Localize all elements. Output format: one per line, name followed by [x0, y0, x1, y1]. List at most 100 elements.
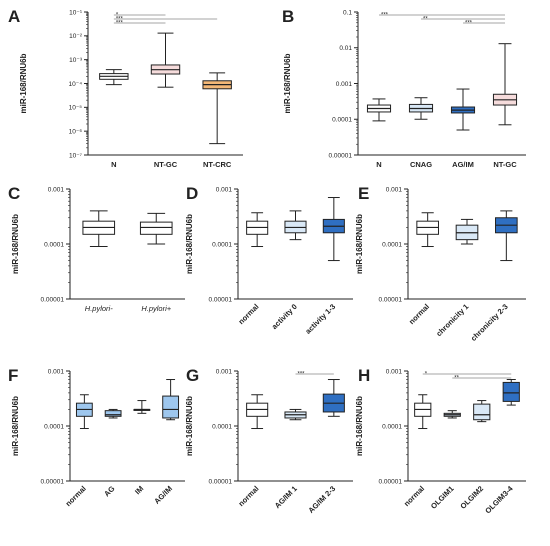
category-label: NT-CRC [203, 160, 232, 169]
box-1 [246, 212, 269, 248]
box-2 [284, 210, 307, 241]
box-3 [495, 210, 518, 262]
y-tick-label: 0.00001 [379, 296, 403, 303]
box-1 [99, 69, 129, 86]
box-iqr [104, 410, 122, 417]
box-3 [473, 400, 491, 423]
box-1 [75, 394, 93, 430]
category-label: normal [237, 302, 261, 326]
panel-letter: H [358, 366, 370, 385]
y-tick-label: 10⁻⁷ [69, 152, 83, 159]
category-label: normal [237, 484, 261, 508]
y-tick-label: 0.00001 [41, 478, 65, 485]
box-3 [450, 88, 476, 131]
y-tick-label: 0.0001 [212, 423, 232, 430]
box-iqr [139, 221, 173, 235]
significance-label: ** [454, 376, 459, 382]
box-1 [366, 98, 392, 122]
box-4 [502, 379, 520, 406]
category-label: CNAG [410, 160, 432, 169]
y-axis-label: miR-168/RNU6b [283, 53, 292, 113]
y-tick-label: 0.001 [386, 186, 403, 193]
y-axis-label: miR-168/RNU6b [355, 396, 364, 456]
category-label: activity 0 [270, 302, 299, 331]
y-tick-label: 0.00001 [209, 296, 233, 303]
box-iqr [162, 395, 180, 419]
box-2 [139, 212, 173, 245]
y-tick-label: 0.00001 [329, 152, 353, 159]
y-axis-label: miR-168/RNU6b [185, 396, 194, 456]
category-label: AG/IM 2-3 [306, 484, 337, 515]
y-axis-label: miR-168/RNU6b [185, 214, 194, 274]
category-label: OLGIM1 [429, 484, 456, 511]
box-2 [455, 218, 479, 245]
y-tick-label: 10⁻⁴ [69, 81, 83, 88]
y-tick-label: 0.001 [48, 186, 65, 193]
y-tick-label: 0.001 [386, 368, 403, 375]
box-1 [414, 394, 432, 430]
significance-label: * [116, 13, 119, 19]
category-label: normal [402, 484, 426, 508]
y-axis-label: miR-168/RNU6b [11, 396, 20, 456]
y-tick-label: 0.00001 [209, 478, 233, 485]
box-2 [408, 97, 434, 120]
box-1 [416, 212, 439, 248]
category-label: normal [64, 484, 88, 508]
panel-letter: D [186, 184, 198, 203]
y-tick-label: 0.0001 [382, 423, 402, 430]
y-tick-label: 0.001 [216, 186, 233, 193]
significance-label: *** [116, 17, 124, 23]
category-label: chronicity 1 [434, 302, 470, 338]
box-3 [202, 72, 232, 145]
panel-letter: B [282, 7, 294, 26]
y-tick-label: 0.0001 [332, 117, 352, 124]
box-3 [322, 197, 345, 262]
category-label: N [111, 160, 116, 169]
box-2 [443, 410, 461, 419]
box-2 [284, 408, 307, 421]
category-label: NT-GC [493, 160, 517, 169]
y-tick-label: 0.001 [48, 368, 65, 375]
box-iqr [502, 381, 520, 402]
box-1 [246, 394, 269, 430]
y-tick-label: 0.00001 [41, 296, 65, 303]
y-tick-label: 0.0001 [44, 423, 64, 430]
y-tick-label: 0.001 [336, 81, 353, 88]
y-tick-label: 0.0001 [382, 241, 402, 248]
y-tick-label: 0.0001 [212, 241, 232, 248]
y-axis-label: miR-168/RNU6b [11, 214, 20, 274]
category-label: AG/IM [152, 484, 174, 506]
category-label: OLGIM2 [458, 484, 485, 511]
significance-label: *** [381, 13, 389, 19]
y-tick-label: 10⁻³ [69, 57, 83, 64]
y-axis-label: miR-168/RNU6b [355, 214, 364, 274]
box-3 [133, 400, 151, 414]
box-4 [492, 43, 518, 126]
category-label: AG/IM 1 [273, 484, 299, 510]
y-axis-label: miR-168/RNU6b [19, 53, 28, 113]
panel-letter: C [8, 184, 20, 203]
significance-label: *** [465, 21, 473, 27]
significance-label: *** [298, 372, 306, 378]
panel-letter: A [8, 7, 20, 26]
category-label: N [376, 160, 381, 169]
box-2 [104, 408, 122, 419]
category-label: AG/IM [452, 160, 474, 169]
y-tick-label: 10⁻⁵ [69, 105, 83, 112]
panel-letter: G [186, 366, 199, 385]
significance-label: * [425, 372, 428, 378]
y-tick-label: 0.1 [343, 9, 352, 16]
y-tick-label: 10⁻¹ [69, 9, 83, 16]
category-label: normal [407, 302, 431, 326]
category-label: AG [102, 484, 116, 498]
box-4 [162, 379, 180, 421]
box-2 [150, 32, 181, 88]
